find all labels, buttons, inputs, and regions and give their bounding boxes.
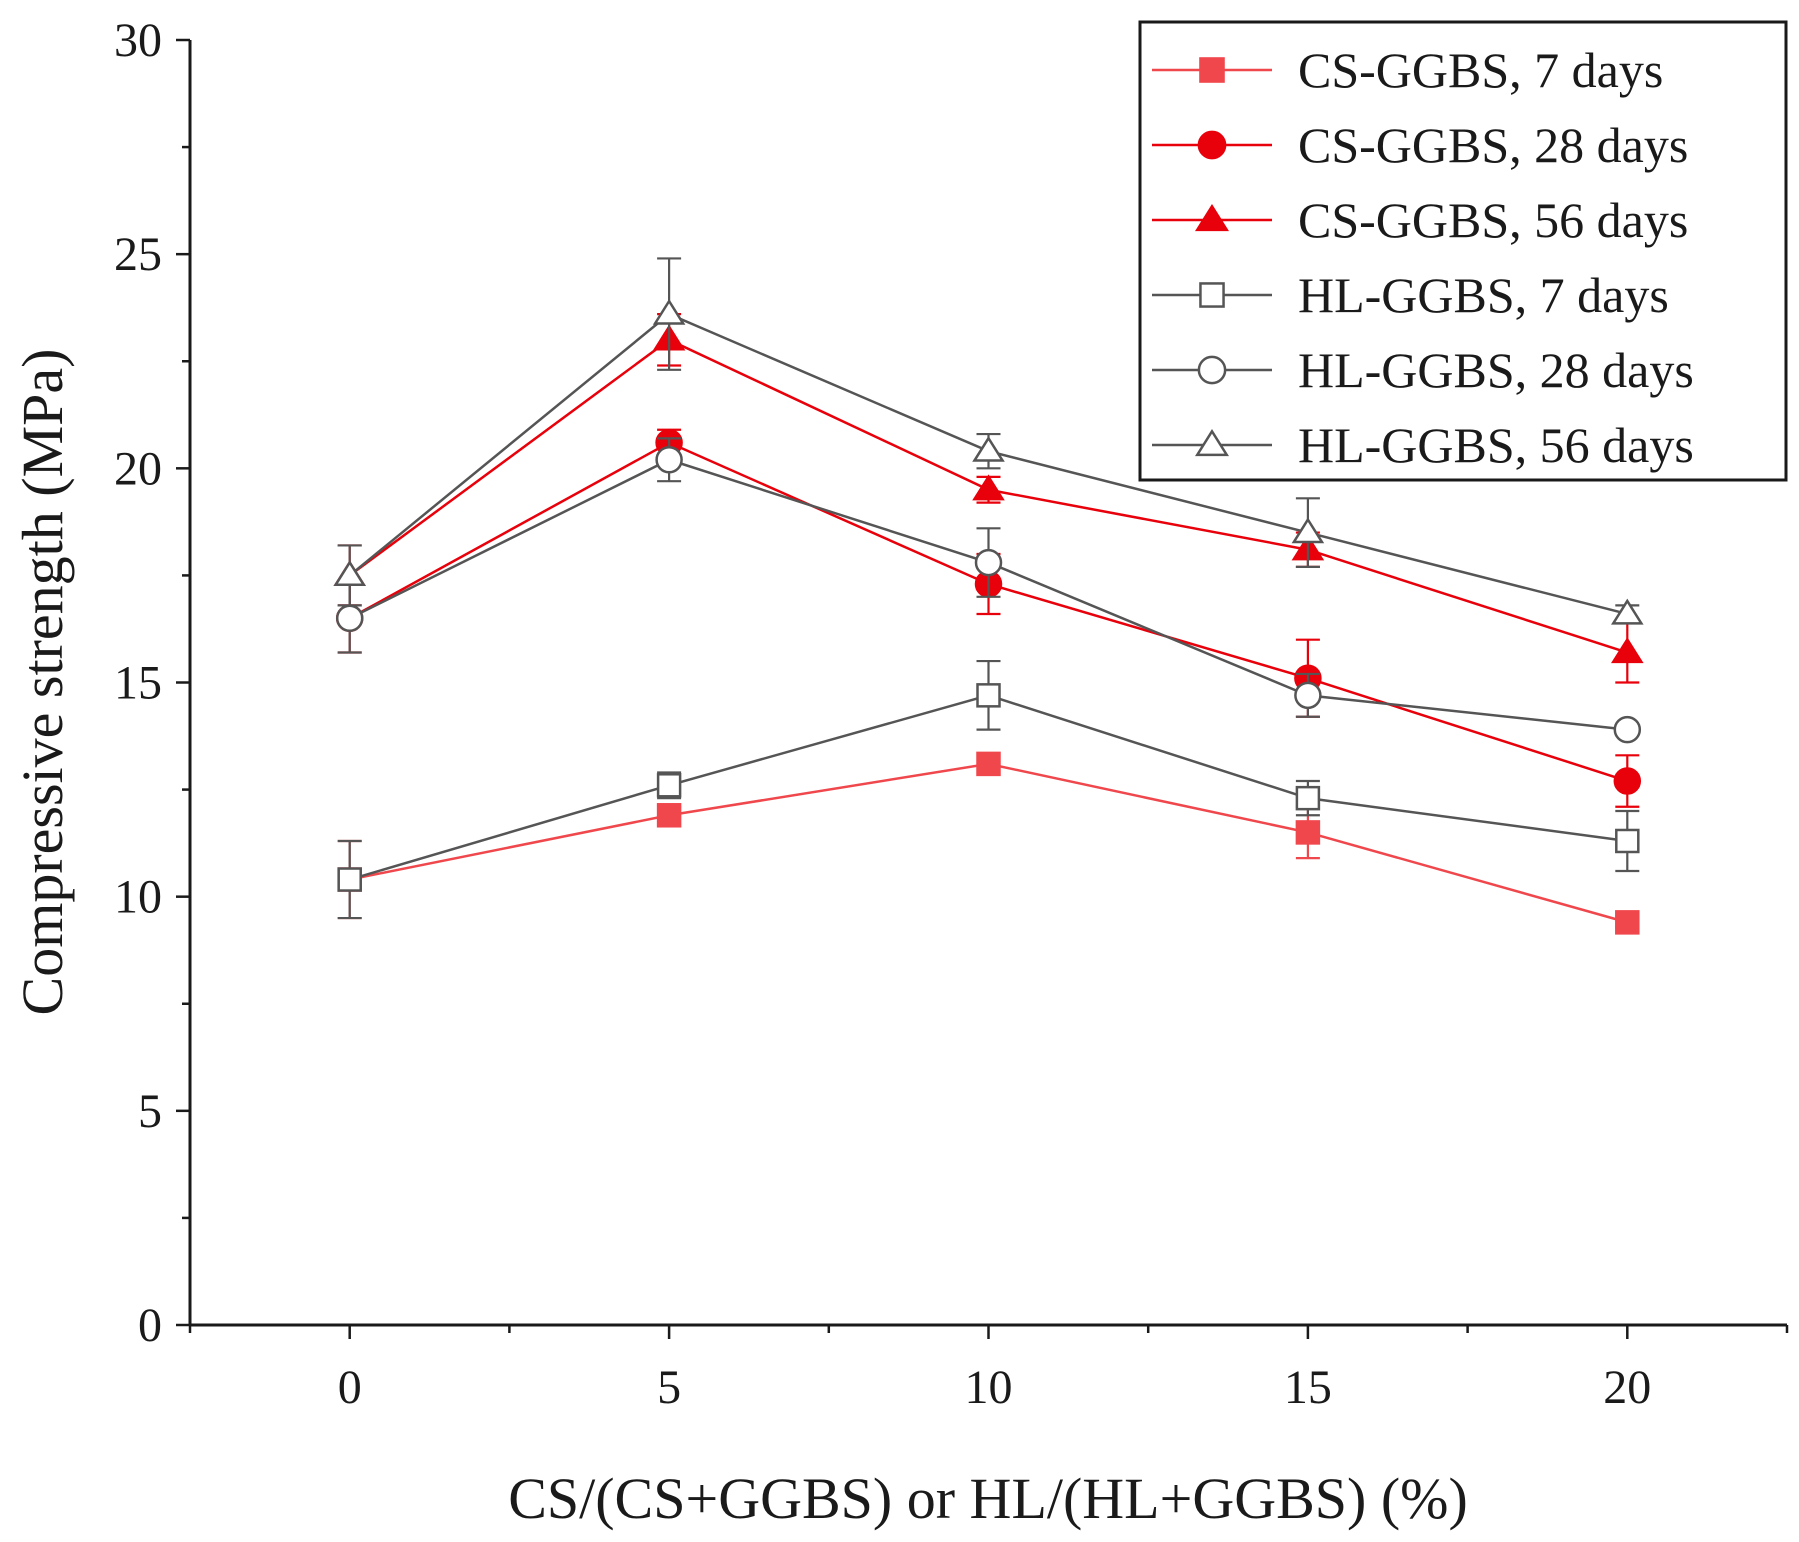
data-point [1615,910,1640,935]
y-tick-label: 30 [114,14,162,67]
data-point [1615,828,1640,854]
y-tick-label: 0 [138,1299,162,1352]
series-3 [337,659,1640,920]
legend-label: HL-GGBS, 7 days [1298,267,1669,323]
data-point [652,298,686,325]
x-tick-label: 15 [1284,1361,1332,1414]
data-point [1295,820,1321,845]
legend: CS-GGBS, 7 days CS-GGBS, 28 days CS-GGBS, … [1138,20,1788,482]
data-point [976,683,1001,708]
x-tick-label: 0 [338,1361,362,1414]
legend-marker [1197,130,1227,160]
data-point [1291,517,1325,544]
data-point [976,751,1001,777]
legend-marker [1199,282,1225,308]
series-line [349,762,1628,924]
x-axis-label: CS/(CS+GGBS) or HL/(HL+GGBS) (%) [508,1466,1468,1531]
series-5 [333,257,1644,625]
legend-label: HL-GGBS, 56 days [1298,417,1694,473]
data-point [335,604,364,632]
legend-marker [1194,203,1230,232]
legend-label: CS-GGBS, 7 days [1298,42,1663,98]
y-tick-label: 15 [114,657,162,710]
data-point [337,867,362,892]
y-ticks: 0 5 10 15 20 25 30 [114,14,190,1352]
data-point [655,446,683,474]
data-point [972,474,1005,501]
legend-marker [1197,355,1227,385]
data-point [656,773,682,798]
y-tick-label: 20 [114,442,162,495]
series-4 [335,437,1642,744]
x-tick-label: 10 [965,1361,1013,1414]
legend-label: CS-GGBS, 28 days [1298,117,1688,173]
data-point [333,560,367,587]
legend-box [1138,20,1788,482]
data-point [1295,785,1321,811]
x-ticks: 0 5 10 15 20 [188,1325,1789,1414]
y-tick-label: 25 [114,228,162,281]
x-tick-label: 5 [657,1361,681,1414]
data-point [656,803,682,828]
data-point [1610,637,1644,664]
data-point [1613,715,1642,744]
data-point [974,548,1003,577]
series-0 [337,751,1640,935]
legend-marker [1199,57,1225,83]
x-tick-label: 20 [1603,1361,1651,1414]
y-tick-label: 5 [138,1085,162,1138]
legend-label: CS-GGBS, 56 days [1298,192,1688,248]
data-point [972,435,1005,462]
data-point [1610,598,1644,625]
plot-area [333,257,1644,935]
legend-marker [1194,428,1230,457]
y-tick-label: 10 [114,871,162,924]
y-axis-label: Compressive strength (MPa) [10,349,75,1016]
data-point [1294,681,1322,710]
legend-label: HL-GGBS, 28 days [1298,342,1694,398]
data-point [1613,767,1642,795]
